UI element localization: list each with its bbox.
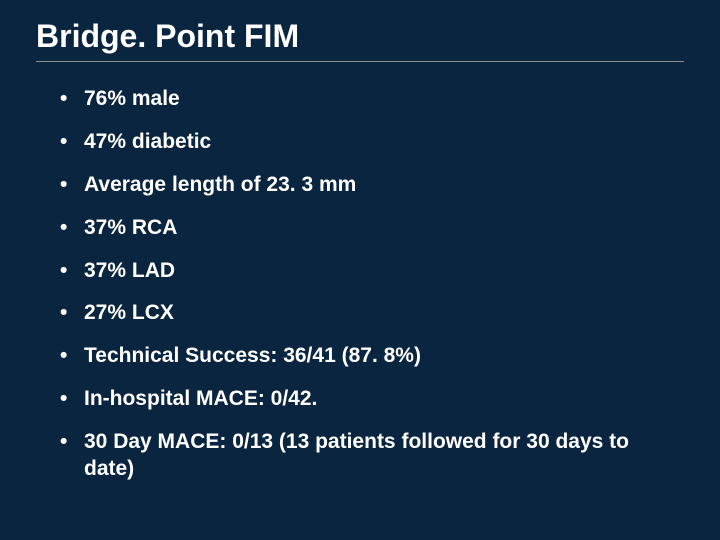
list-item: 47% diabetic: [60, 129, 684, 156]
title-rule: [36, 61, 684, 62]
list-item: Average length of 23. 3 mm: [60, 172, 684, 199]
slide-title: Bridge. Point FIM: [36, 18, 684, 55]
list-item: 37% LAD: [60, 258, 684, 285]
list-item: Technical Success: 36/41 (87. 8%): [60, 343, 684, 370]
list-item: 76% male: [60, 86, 684, 113]
bullet-list: 76% male 47% diabetic Average length of …: [36, 86, 684, 483]
slide: Bridge. Point FIM 76% male 47% diabetic …: [0, 0, 720, 540]
list-item: 27% LCX: [60, 300, 684, 327]
list-item: In-hospital MACE: 0/42.: [60, 386, 684, 413]
list-item: 30 Day MACE: 0/13 (13 patients followed …: [60, 429, 684, 483]
list-item: 37% RCA: [60, 215, 684, 242]
